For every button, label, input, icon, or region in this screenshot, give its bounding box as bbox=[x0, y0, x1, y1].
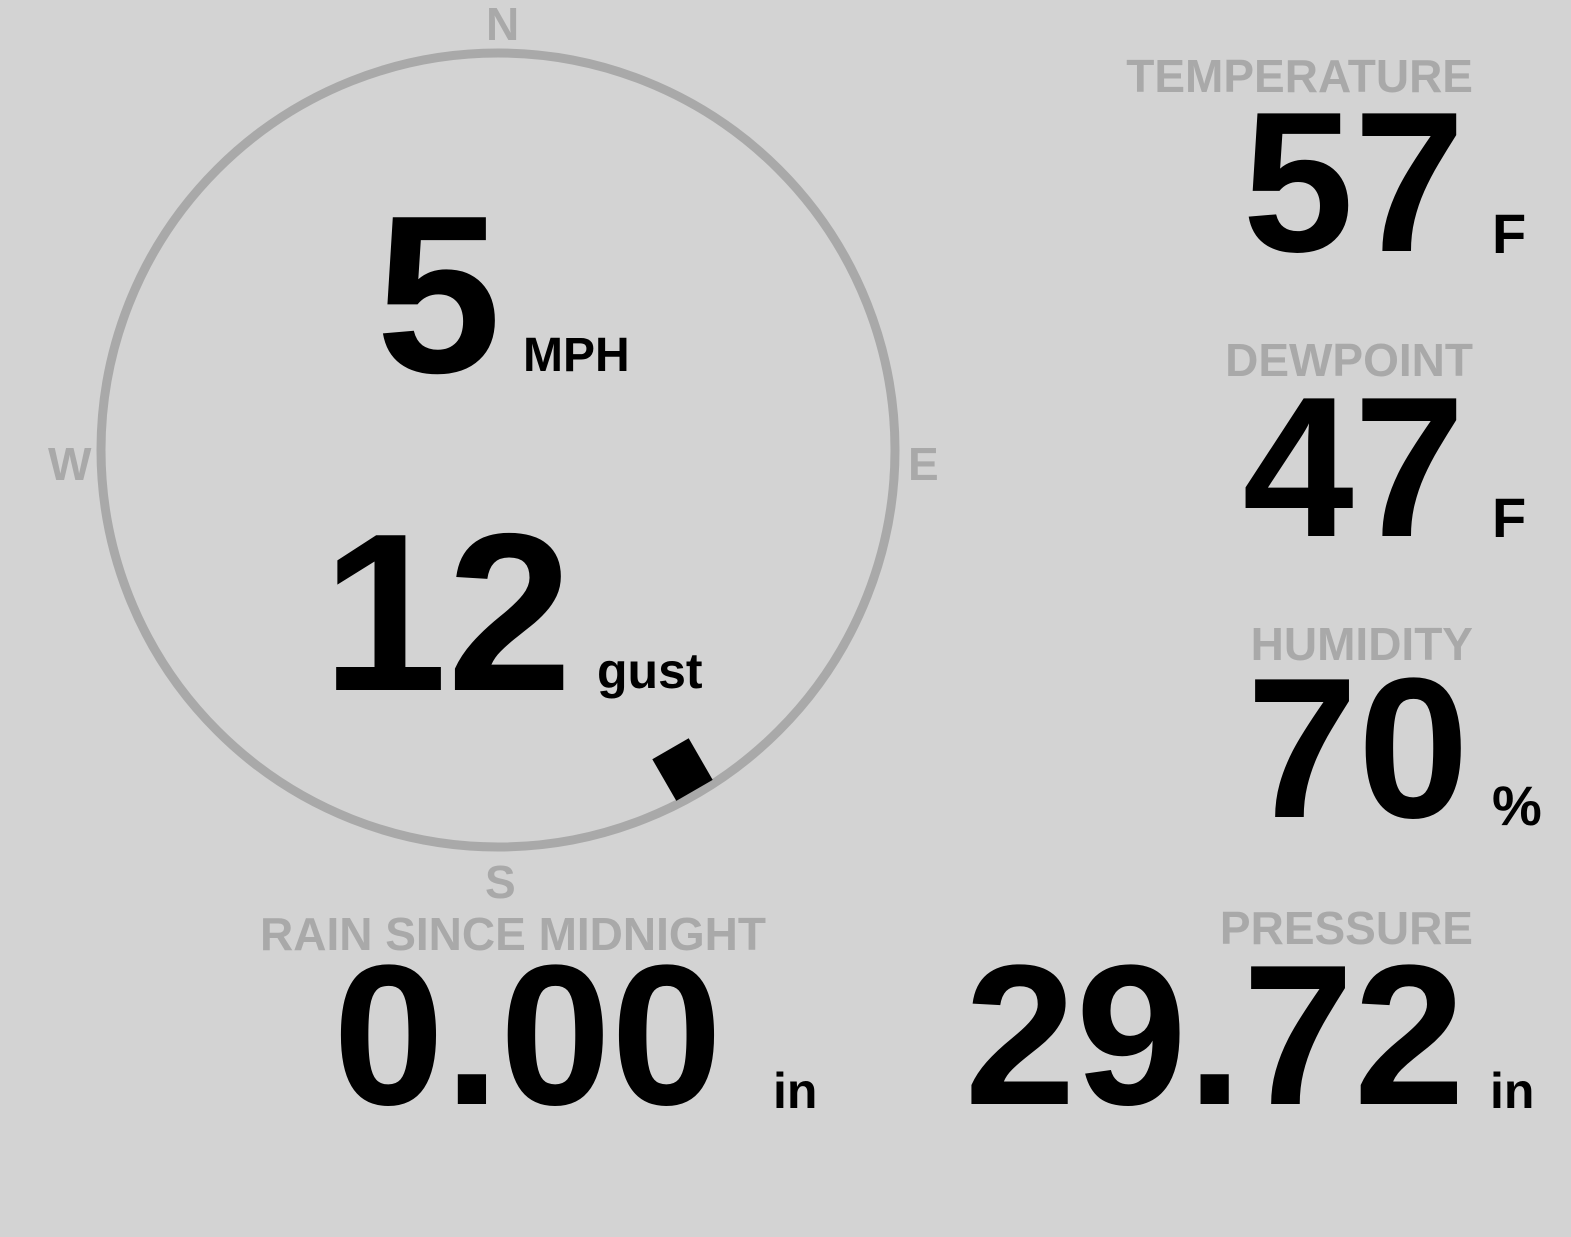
rain-label: RAIN SINCE MIDNIGHT bbox=[260, 908, 766, 960]
wind-direction-pointer bbox=[652, 738, 713, 801]
pressure-value: 29.72 bbox=[964, 924, 1466, 1147]
temperature-unit: F bbox=[1492, 202, 1527, 265]
temperature-value: 57 bbox=[1242, 71, 1465, 294]
rain-value: 0.00 bbox=[333, 924, 723, 1147]
wind-gust-value: 12 bbox=[322, 486, 573, 738]
dewpoint-unit: F bbox=[1492, 486, 1527, 549]
pressure-unit: in bbox=[1490, 1063, 1535, 1119]
rain-unit: in bbox=[773, 1063, 818, 1119]
temperature-label: TEMPERATURE bbox=[1126, 50, 1473, 102]
compass-west: W bbox=[48, 438, 92, 490]
humidity-label: HUMIDITY bbox=[1250, 618, 1473, 670]
compass-south: S bbox=[485, 856, 516, 908]
dewpoint-label: DEWPOINT bbox=[1225, 334, 1473, 386]
compass-north: N bbox=[486, 0, 520, 50]
pressure-label: PRESSURE bbox=[1219, 902, 1473, 954]
humidity-unit: % bbox=[1492, 774, 1542, 837]
wind-gust-unit: gust bbox=[597, 643, 703, 699]
compass-east: E bbox=[908, 438, 939, 490]
humidity-value: 70 bbox=[1246, 637, 1469, 860]
wind-speed-value: 5 bbox=[376, 168, 502, 420]
dewpoint-value: 47 bbox=[1242, 356, 1465, 579]
compass-ring bbox=[96, 48, 900, 852]
wind-speed-unit: MPH bbox=[523, 329, 630, 382]
